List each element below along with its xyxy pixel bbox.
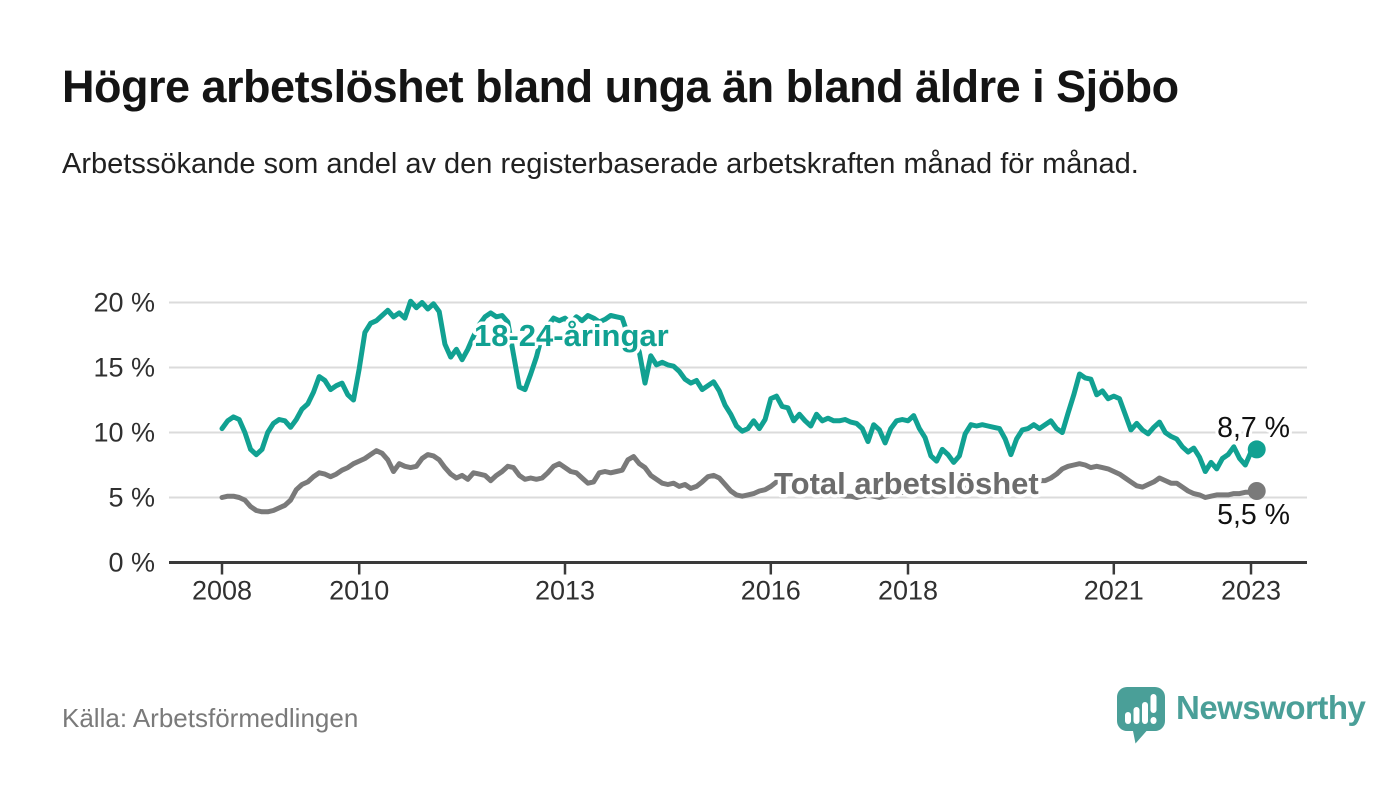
- source-note: Källa: Arbetsförmedlingen: [62, 703, 359, 733]
- logo-bar-1: [1125, 712, 1131, 724]
- page-subtitle: Arbetssökande som andel av den registerb…: [62, 148, 1139, 180]
- logo-exclamation-dot: [1150, 717, 1157, 724]
- logo-exclamation-bar: [1150, 694, 1157, 713]
- newsworthy-logo-icon: [1117, 687, 1165, 744]
- x-axis-label: 2021: [1084, 576, 1144, 606]
- end-value-label-total: 5,5 %: [1217, 499, 1290, 531]
- x-axis-label: 2023: [1221, 576, 1281, 606]
- series-line-18-24: [219, 298, 1260, 474]
- y-axis-label: 20 %: [93, 288, 155, 318]
- brand-footer: Newsworthy: [1116, 686, 1366, 744]
- series-label-total: Total arbetslöshet: [774, 466, 1039, 501]
- logo-bar-2: [1133, 707, 1140, 724]
- x-axis-label: 2008: [192, 576, 252, 606]
- x-axis-label: 2016: [741, 576, 801, 606]
- x-axis-label: 2013: [535, 576, 595, 606]
- y-axis-label: 10 %: [93, 418, 155, 448]
- y-axis-label: 15 %: [93, 353, 155, 383]
- page-title: Högre arbetslöshet bland unga än bland ä…: [62, 61, 1179, 112]
- logo-bar-3: [1142, 702, 1148, 724]
- series-line-total: [219, 448, 1260, 515]
- series-endpoint-total: [1247, 482, 1266, 500]
- end-value-label-18-24: 8,7 %: [1217, 412, 1290, 444]
- series-label-18-24: 18-24-åringar: [474, 318, 669, 353]
- x-axis-label: 2010: [329, 576, 389, 606]
- y-axis-label: 0 %: [108, 548, 155, 578]
- x-axis-label: 2018: [878, 576, 938, 606]
- y-axis-label: 5 %: [108, 483, 155, 513]
- series-endpoint-18-24: [1247, 440, 1266, 459]
- brand-name: Newsworthy: [1176, 689, 1366, 726]
- logo-bubble: [1117, 687, 1165, 744]
